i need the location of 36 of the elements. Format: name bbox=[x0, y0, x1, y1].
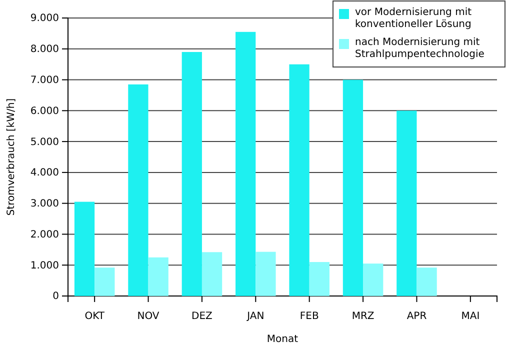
y-tick-label: 0 bbox=[52, 291, 59, 302]
x-tick-label: APR bbox=[406, 311, 427, 322]
y-tick-label: 3.000 bbox=[30, 198, 59, 210]
y-tick-label: 2.000 bbox=[30, 229, 59, 240]
bar bbox=[128, 84, 148, 296]
y-tick-label: 4.000 bbox=[30, 168, 59, 179]
bar bbox=[236, 32, 256, 296]
bar bbox=[74, 202, 95, 296]
bar bbox=[342, 80, 364, 296]
bar bbox=[182, 52, 202, 296]
bar bbox=[94, 268, 115, 296]
y-tick-label: 6.000 bbox=[30, 106, 59, 117]
x-tick-label: OKT bbox=[84, 311, 106, 322]
bar bbox=[202, 252, 222, 296]
x-tick-label: NOV bbox=[137, 311, 160, 322]
x-tick-label: FEB bbox=[300, 311, 319, 322]
x-tick-label: MAI bbox=[461, 311, 480, 322]
bar bbox=[396, 110, 417, 296]
bar bbox=[363, 264, 384, 296]
bar bbox=[148, 257, 168, 296]
y-tick-label: 5.000 bbox=[30, 136, 59, 148]
legend-label: vor Modernisierung mit konventioneller Lösung bbox=[355, 7, 472, 30]
x-tick-label: DEZ bbox=[192, 311, 213, 322]
y-tick-label: 8.000 bbox=[30, 44, 59, 56]
y-tick-label: 1.000 bbox=[30, 260, 59, 272]
y-tick-label: 7.000 bbox=[30, 74, 59, 86]
x-tick-label: MRZ bbox=[352, 311, 374, 322]
x-axis-title: Monat bbox=[266, 334, 298, 345]
bar bbox=[289, 64, 310, 296]
y-tick-label: 9.000 bbox=[30, 13, 59, 24]
bar bbox=[416, 268, 437, 296]
bar bbox=[256, 252, 276, 296]
bar bbox=[309, 262, 330, 296]
x-tick-label: JAN bbox=[246, 311, 264, 322]
legend-label: nach Modernisierung mit Strahlpumpentechnologie bbox=[355, 37, 484, 60]
y-axis-title: Stromverbrauch [kW/h] bbox=[6, 98, 17, 216]
